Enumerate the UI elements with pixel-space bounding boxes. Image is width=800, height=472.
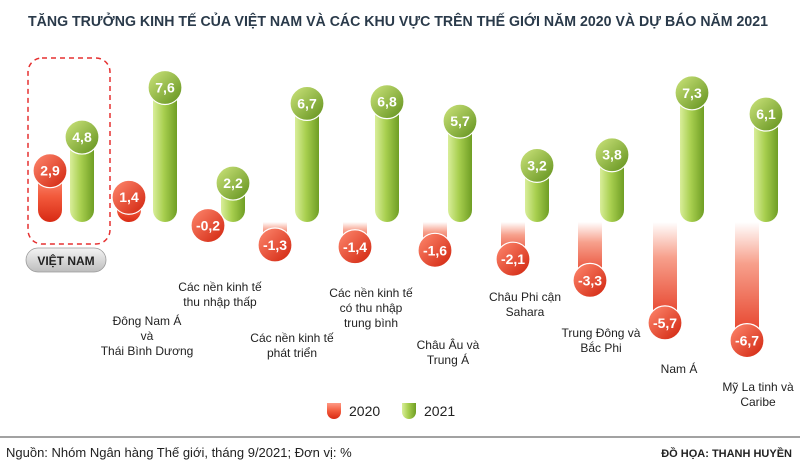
value-label-2020-8: -5,7 [653,315,677,331]
cap-2021-5 [442,103,478,139]
cap-2020-9 [729,322,765,359]
cap-2021-9 [748,96,784,132]
value-label-2021-0: 4,8 [72,129,92,145]
cap-2020-7 [572,262,608,299]
cap-2020-3 [257,227,293,263]
legend: 2020 2021 [327,403,455,419]
value-caps-layer: 2,9 1,4 -0,2 -1,3 -1,4 -1,6 -2,1 -3,3 -5,7 -6,7 4,… [32,69,784,359]
value-label-2020-1: 1,4 [119,189,139,205]
vietnam-highlight-frame [27,57,111,245]
bar-2020-8 [653,222,677,323]
value-label-2021-5: 5,7 [450,113,470,129]
legend-2020-swatch [327,403,341,419]
cap-2021-8 [674,75,710,111]
cap-2020-5 [417,232,453,268]
source-note: Nguồn: Nhóm Ngân hàng Thế giới, tháng 9/… [6,445,352,460]
value-label-2020-5: -1,6 [423,242,447,258]
cap-2020-6 [495,241,531,277]
cap-2021-2 [215,165,251,201]
bar-2021-8 [680,92,704,222]
vietnam-label-pill [25,247,107,273]
legend-2021-label: 2021 [424,403,455,419]
bar-2021-4 [375,101,399,222]
chart-title: TĂNG TRƯỞNG KINH TẾ CỦA VIỆT NAM VÀ CÁC … [28,12,768,30]
category-label-8: Nam Á [661,361,698,376]
value-label-2021-7: 3,8 [602,147,622,163]
bar-2021-0 [70,137,94,222]
value-label-2020-9: -6,7 [735,333,759,349]
value-label-2021-9: 6,1 [756,106,776,122]
category-label-9: Mỹ La tinh và Caribe [722,380,794,409]
bar-2021-1 [153,87,177,222]
value-label-2020-2: -0,2 [196,218,220,234]
cap-2021-7 [594,137,630,173]
bar-2021-5 [448,121,472,222]
bar-2021-9 [754,114,778,222]
cap-2021-4 [369,84,405,120]
value-label-2021-4: 6,8 [377,94,397,110]
cap-2021-3 [289,85,325,122]
cap-2020-1 [111,179,147,215]
bar-2020-9 [735,222,759,341]
value-label-2020-4: -1,4 [343,239,367,255]
category-label-7: Trung Đông và Bắc Phi [562,326,641,355]
value-label-2020-7: -3,3 [578,272,602,288]
value-label-2021-6: 3,2 [527,157,547,173]
value-label-2021-8: 7,3 [682,85,702,101]
value-label-2020-0: 2,9 [40,163,60,179]
bar-2021-3 [295,103,319,222]
category-label-6: Châu Phi cận Sahara [489,290,561,319]
bar-2021-7 [600,154,624,222]
category-label-0: VIỆT NAM [37,253,94,268]
value-label-2021-2: 2,2 [223,175,243,191]
value-label-2020-6: -2,1 [501,251,525,267]
graphic-credit: ĐỒ HỌA: THANH HUYỀN [661,447,792,460]
cap-2020-8 [647,305,683,341]
value-label-2020-3: -1,3 [263,237,287,253]
value-label-2021-1: 7,6 [155,79,175,95]
legend-2020-label: 2020 [349,403,380,419]
category-label-3: Các nền kinh tế phát triển [250,331,334,360]
cap-2021-6 [519,147,555,183]
cap-2021-1 [147,69,183,106]
bars-layer [38,87,778,341]
category-label-5: Châu Âu và Trung Á [417,337,480,367]
cap-2020-4 [337,229,373,265]
value-label-2021-3: 6,7 [297,95,317,111]
cap-2020-0 [32,153,68,189]
category-label-2: Các nền kinh tế thu nhập thấp [178,280,262,309]
category-label-4: Các nền kinh tế có thu nhập trung bình [329,286,413,330]
cap-2021-0 [64,119,100,155]
cap-2020-2 [190,207,226,244]
legend-2021-swatch [402,403,416,419]
